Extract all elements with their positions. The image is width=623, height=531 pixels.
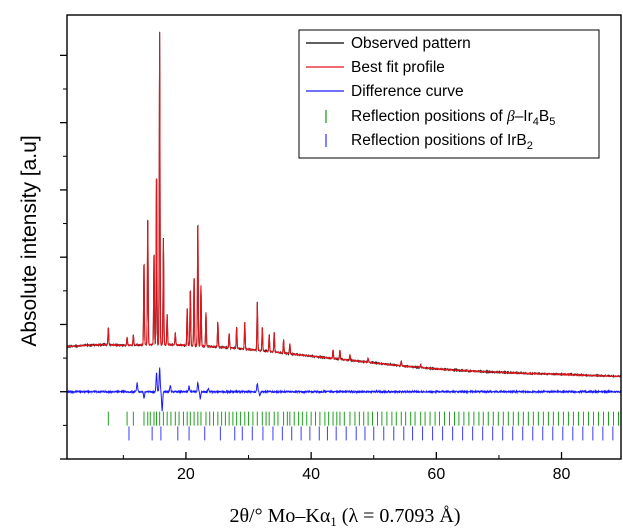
x-tick-label: 40 bbox=[302, 466, 320, 483]
legend: Observed pattern Best fit profile Differ… bbox=[298, 29, 600, 159]
axes: 20 40 60 80 bbox=[60, 54, 571, 483]
x-axis-label-main: 2θ/° Mo–Kα bbox=[229, 505, 330, 527]
x-tick-label: 20 bbox=[177, 466, 195, 483]
x-tick-label: 60 bbox=[427, 466, 445, 483]
x-axis-label: 2θ/° Mo–Kα1 (λ = 0.7093 Å) bbox=[229, 505, 460, 529]
plot-frame bbox=[66, 14, 622, 460]
plot-area bbox=[66, 31, 622, 441]
legend-label-irb2: Reflection positions of IrB2 bbox=[351, 132, 533, 152]
y-axis-label: Absolute intensity [a.u] bbox=[18, 135, 41, 346]
legend-label-difference: Difference curve bbox=[351, 83, 464, 100]
x-axis-label-sub: 1 bbox=[330, 514, 337, 529]
x-tick-label: 80 bbox=[553, 466, 571, 483]
legend-box bbox=[298, 29, 600, 159]
legend-label-fit: Best fit profile bbox=[351, 59, 445, 76]
series-fit-line bbox=[66, 31, 622, 378]
legend-label-beta-ir4b5: Reflection positions of β–Ir4B5 bbox=[351, 108, 555, 128]
series-difference-line bbox=[66, 367, 622, 412]
x-axis-label-tail: (λ = 0.7093 Å) bbox=[337, 505, 461, 527]
legend-label-observed: Observed pattern bbox=[351, 35, 471, 52]
